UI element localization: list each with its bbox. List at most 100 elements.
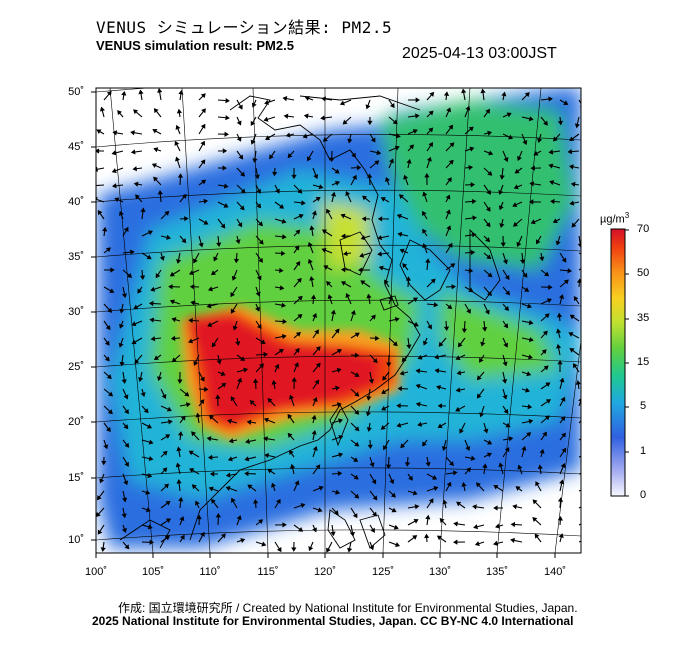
wind-arrow-head <box>571 222 577 228</box>
wind-arrow-head <box>104 356 110 362</box>
wind-arrow-head <box>165 518 172 524</box>
wind-arrow-head <box>556 328 562 334</box>
wind-arrow-head <box>232 325 238 331</box>
axis-ticks <box>91 91 556 558</box>
wind-arrow-head <box>453 521 458 527</box>
wind-arrow-head <box>505 422 511 428</box>
wind-arrow-head <box>508 436 514 442</box>
wind-arrow-head <box>515 486 521 491</box>
wind-arrow-head <box>381 389 387 394</box>
wind-arrow-head <box>195 412 201 418</box>
wind-arrow-head <box>340 267 346 273</box>
wind-arrow-head <box>178 496 184 502</box>
wind-arrow-head <box>537 464 543 470</box>
wind-arrow-head <box>238 154 244 160</box>
wind-arrow-head <box>512 202 518 208</box>
wind-arrow-head <box>449 461 454 467</box>
wind-arrow-head <box>276 498 281 504</box>
wind-arrow-head <box>377 251 382 257</box>
wind-arrow-head <box>238 104 243 110</box>
wind-arrow-head <box>164 210 170 216</box>
wind-arrow-head <box>256 188 261 194</box>
wind-arrow-head <box>504 274 510 281</box>
wind-arrow-head <box>326 547 331 553</box>
wind-arrow-head <box>401 357 407 363</box>
wind-arrow-head <box>345 292 351 298</box>
wind-arrow-head <box>352 513 358 519</box>
wind-arrow-head <box>278 267 284 274</box>
wind-arrow-head <box>327 294 333 300</box>
wind-arrow-head <box>370 314 376 320</box>
wind-arrow-head <box>200 140 205 146</box>
wind-arrow-head <box>148 456 154 462</box>
wind-arrow-head <box>415 97 421 103</box>
wind-arrow-head <box>354 391 360 397</box>
wind-arrow-head <box>175 156 181 162</box>
wind-arrow-head <box>443 91 450 96</box>
wind-arrow-head <box>283 113 289 119</box>
wind-arrow-head <box>498 462 504 468</box>
wind-arrow-head <box>425 514 431 520</box>
wind-arrow-head <box>376 150 382 156</box>
wind-arrow-head <box>372 495 378 501</box>
wind-arrow-head <box>123 480 129 486</box>
wind-arrow-head <box>177 379 183 384</box>
wind-arrow-head <box>326 208 331 214</box>
wind-arrow-head <box>396 213 402 219</box>
wind-arrow-head <box>473 524 479 530</box>
wind-arrow-head <box>111 150 117 156</box>
wind-arrow-head <box>486 254 492 260</box>
wind-arrow-head <box>382 375 388 381</box>
wind-arrow-head <box>526 371 532 377</box>
wind-arrow-head <box>132 166 138 172</box>
wind-arrow-head <box>537 138 543 144</box>
wind-arrow-head <box>322 136 328 142</box>
wind-arrow <box>578 99 581 105</box>
wind-arrow-head <box>475 482 481 488</box>
wind-arrow-head <box>424 533 430 539</box>
wind-arrow-head <box>380 424 386 430</box>
wind-arrow <box>578 506 581 509</box>
wind-arrow-head <box>147 230 153 236</box>
wind-arrow-head <box>415 113 420 119</box>
wind-arrow-head <box>502 361 508 367</box>
wind-arrow-head <box>397 386 403 392</box>
wind-arrow-head <box>336 402 342 408</box>
wind-arrow-head <box>365 104 371 110</box>
wind-arrow-head <box>395 133 401 139</box>
wind-arrow-head <box>294 245 300 251</box>
wind-arrow-head <box>311 414 317 420</box>
wind-arrow-head <box>314 379 320 385</box>
wind-arrow-head <box>369 545 375 551</box>
wind-arrow-head <box>422 228 427 234</box>
wind-arrow-head <box>447 177 452 183</box>
wind-arrow-head <box>472 215 477 221</box>
wind-arrow-head <box>389 158 394 164</box>
wind-arrow-head <box>157 189 163 195</box>
wind-arrow-head <box>351 152 356 158</box>
wind-arrow-head <box>461 482 467 487</box>
wind-arrow-head <box>206 436 212 442</box>
wind-arrow <box>578 523 581 526</box>
wind-arrow-head <box>168 419 173 425</box>
wind-arrow-head <box>188 317 193 324</box>
wind-arrow-head <box>123 424 129 430</box>
wind-arrow-head <box>377 216 383 222</box>
wind-arrow-head <box>381 405 387 411</box>
wind-arrow-head <box>441 446 447 451</box>
wind-arrow-head <box>354 441 360 447</box>
wind-arrow-head <box>369 462 375 468</box>
wind-arrow-head <box>522 272 528 278</box>
wind-arrow-head <box>258 221 263 227</box>
colorbar-tick-70: 70 <box>637 223 650 235</box>
wind-arrow-head <box>493 540 498 546</box>
wind-arrow-head <box>487 439 493 445</box>
wind-arrow-head <box>281 334 287 340</box>
wind-arrow-head <box>311 429 317 435</box>
wind-arrow-head <box>552 218 558 224</box>
wind-arrow-head <box>543 365 549 371</box>
wind-arrow-head <box>408 475 413 481</box>
wind-arrow-head <box>111 168 117 174</box>
wind-arrow-head <box>498 189 504 196</box>
